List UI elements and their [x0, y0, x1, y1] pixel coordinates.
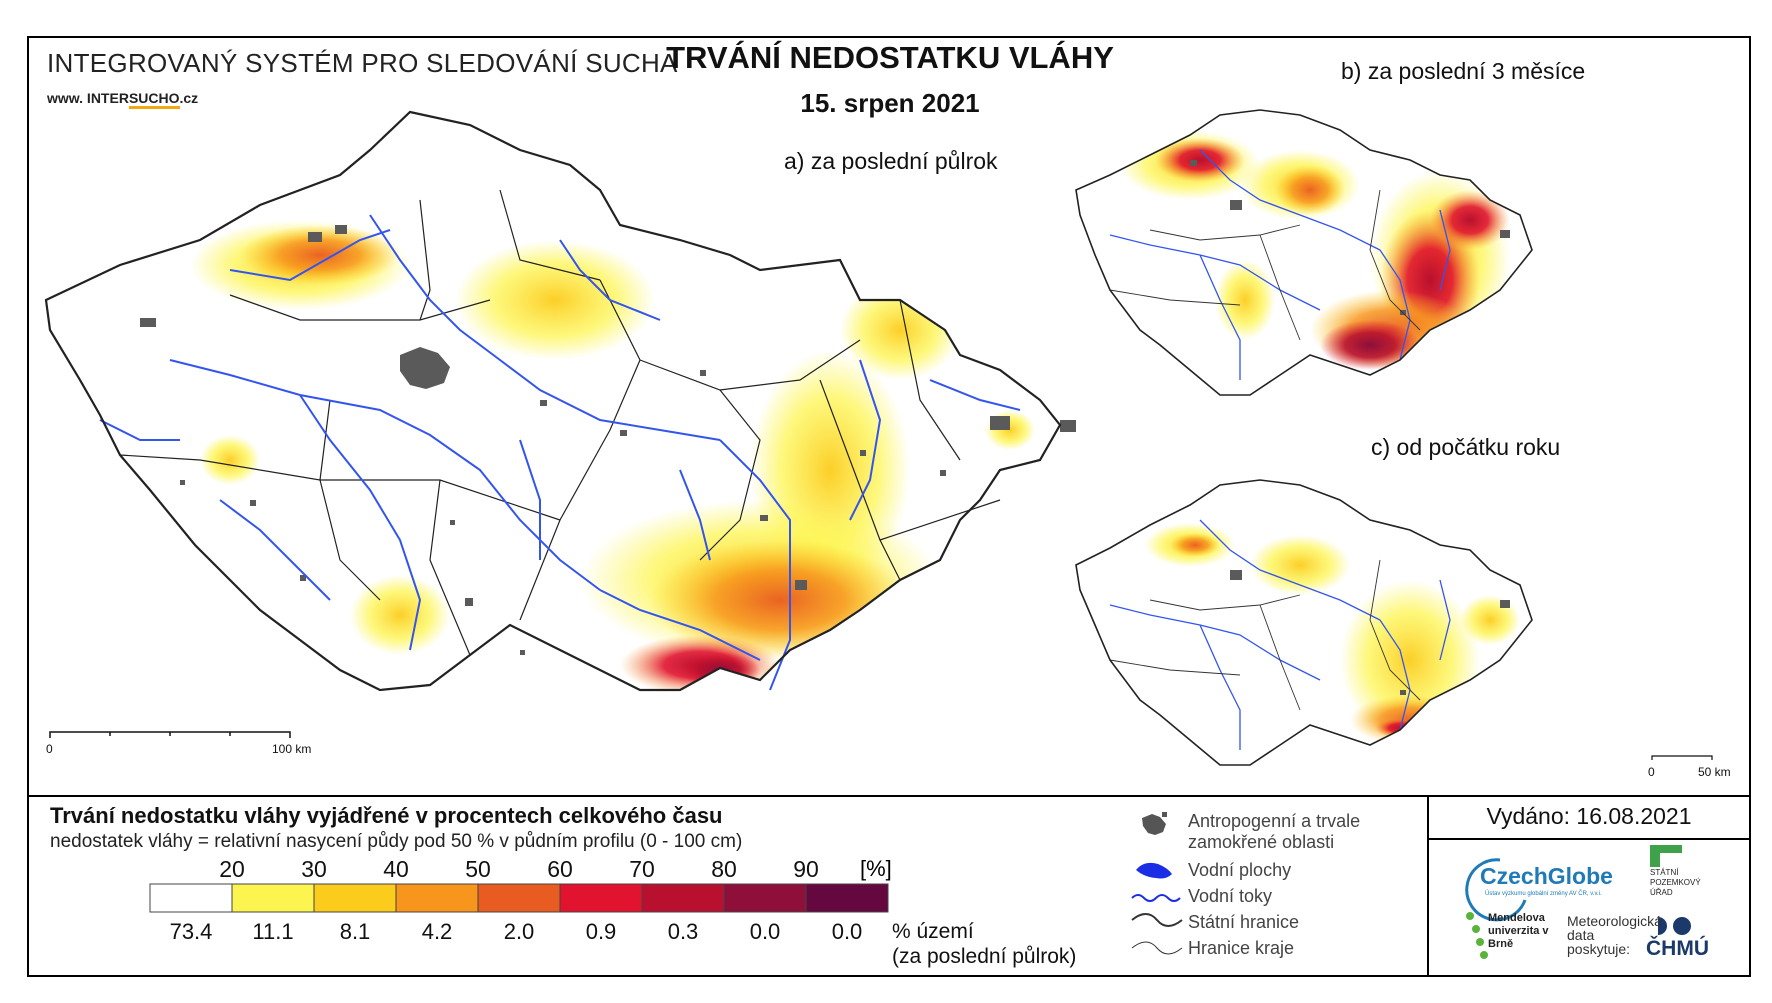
url-suffix: .cz — [179, 90, 199, 106]
legend-threshold: 40 — [383, 856, 409, 882]
legend-class-swatch — [313, 883, 397, 913]
main-scale-end: 100 km — [272, 742, 312, 756]
small-map-scale-bar — [1651, 755, 1713, 760]
main-map-scale-bar — [49, 731, 291, 738]
legend-class-share: 0.3 — [667, 919, 699, 944]
small-scale-start: 0 — [1648, 765, 1655, 779]
chmu-logo-text: ČHMÚ — [1646, 937, 1709, 960]
url-highlight: SUCHO — [128, 90, 180, 109]
river-symbol-icon — [1131, 894, 1181, 902]
issue-date: Vydáno: 16.08.2021 — [1486, 803, 1692, 829]
water-bodies-label: Vodní plochy — [1188, 860, 1292, 880]
legend-class-swatch — [149, 883, 233, 913]
mendel-logo-text: Mendelova univerzita v Brně — [1488, 912, 1549, 950]
url-prefix: www. INTER — [47, 90, 129, 106]
met-data-text: Meteorologická data poskytuje: — [1567, 913, 1662, 957]
mendel-logo-icon — [1466, 912, 1488, 959]
water-symbol-icon — [1136, 862, 1172, 879]
page-title: TRVÁNÍ NEDOSTATKU VLÁHY — [666, 40, 1114, 75]
legend-class-share: 11.1 — [252, 919, 294, 944]
legend-threshold: 20 — [219, 856, 245, 882]
main-map-state-border — [44, 110, 1062, 692]
legend-class-swatch — [477, 883, 561, 913]
three-months-map-label: b) za poslední 3 měsíce — [1341, 58, 1586, 84]
czechglobe-logo-subtitle: Ústav výzkumu globální změny AV ČR, v.v.… — [1485, 891, 1602, 897]
legend-class-swatch — [231, 883, 315, 913]
legend-class-share: 2.0 — [503, 919, 535, 944]
issue-date-divider — [1427, 838, 1751, 840]
state-border-label: Státní hranice — [1188, 912, 1300, 932]
legend-class-share: 4.2 — [421, 919, 453, 944]
territory-label: % území (za poslední půlrok) — [892, 919, 1076, 969]
legend-threshold: 60 — [547, 856, 573, 882]
urban-label-line1: Antropogenní a trvale — [1188, 811, 1361, 831]
legend-title: Trvání nedostatku vláhy vyjádřené v proc… — [50, 803, 723, 828]
legend-threshold: 50 — [465, 856, 491, 882]
spu-logo-icon — [1650, 845, 1682, 867]
urban-symbol-icon — [1142, 812, 1167, 835]
year-start-drought-layer — [1145, 523, 1520, 745]
three-months-map — [1075, 109, 1533, 396]
region-border-symbol-icon — [1131, 941, 1183, 955]
legend-class-share: 73.4 — [169, 919, 213, 944]
symbol-legend — [1131, 812, 1183, 955]
year-start-map — [1075, 479, 1713, 766]
chmu-logo-icon — [1648, 917, 1691, 935]
legend-color-bar — [149, 883, 889, 913]
system-title: INTEGROVANÝ SYSTÉM PRO SLEDOVÁNÍ SUCHA — [47, 48, 678, 78]
legend-class-share: 0.0 — [749, 919, 781, 944]
main-map-country-fill — [46, 112, 1060, 690]
rivers-label: Vodní toky — [1188, 886, 1273, 906]
legend-class-swatch — [723, 883, 807, 913]
czechglobe-logo-icon — [1465, 858, 1527, 922]
legend-class-swatch — [395, 883, 479, 913]
urban-label: Antropogenní a trvale zamokřené oblasti — [1188, 811, 1360, 853]
legend-class-swatch — [641, 883, 725, 913]
czechglobe-logo-text: CzechGlobe — [1480, 863, 1613, 889]
main-map-region-borders — [119, 189, 1001, 656]
main-map-rivers — [99, 214, 1021, 691]
legend-threshold: 70 — [629, 856, 655, 882]
main-map — [44, 110, 1076, 738]
main-map-label: a) za poslední půlrok — [784, 148, 998, 174]
legend-class-share: 0.0 — [831, 919, 863, 944]
legend-threshold: 80 — [711, 856, 737, 882]
legend-class-swatch — [559, 883, 643, 913]
legend-unit: [%] — [860, 856, 892, 881]
spu-logo-text: STÁTNÍ POZEMKOVÝ ÚŘAD — [1650, 868, 1701, 897]
territory-label-line2: (za poslední půlrok) — [892, 945, 1077, 968]
legend-class-swatch — [805, 883, 889, 913]
website-url[interactable]: www. INTERSUCHO.cz — [47, 90, 199, 109]
year-start-map-label: c) od počátku roku — [1371, 434, 1561, 460]
legend-class-share: 8.1 — [339, 919, 371, 944]
region-border-label: Hranice kraje — [1188, 938, 1295, 958]
territory-label-line1: % území — [892, 920, 974, 943]
main-scale-start: 0 — [46, 742, 53, 756]
small-scale-end: 50 km — [1698, 765, 1731, 779]
legend-subtitle: nedostatek vláhy = relativní nasycení pů… — [50, 831, 743, 852]
map-date: 15. srpen 2021 — [800, 88, 980, 118]
legend-threshold: 90 — [793, 856, 819, 882]
issue-divider — [1427, 795, 1429, 977]
legend-class-share: 0.9 — [585, 919, 617, 944]
legend-divider — [27, 795, 1751, 797]
urban-label-line2: zamokřené oblasti — [1188, 832, 1335, 852]
state-border-symbol-icon — [1131, 913, 1183, 927]
legend-threshold: 30 — [301, 856, 327, 882]
main-map-urban-areas — [140, 225, 1076, 655]
